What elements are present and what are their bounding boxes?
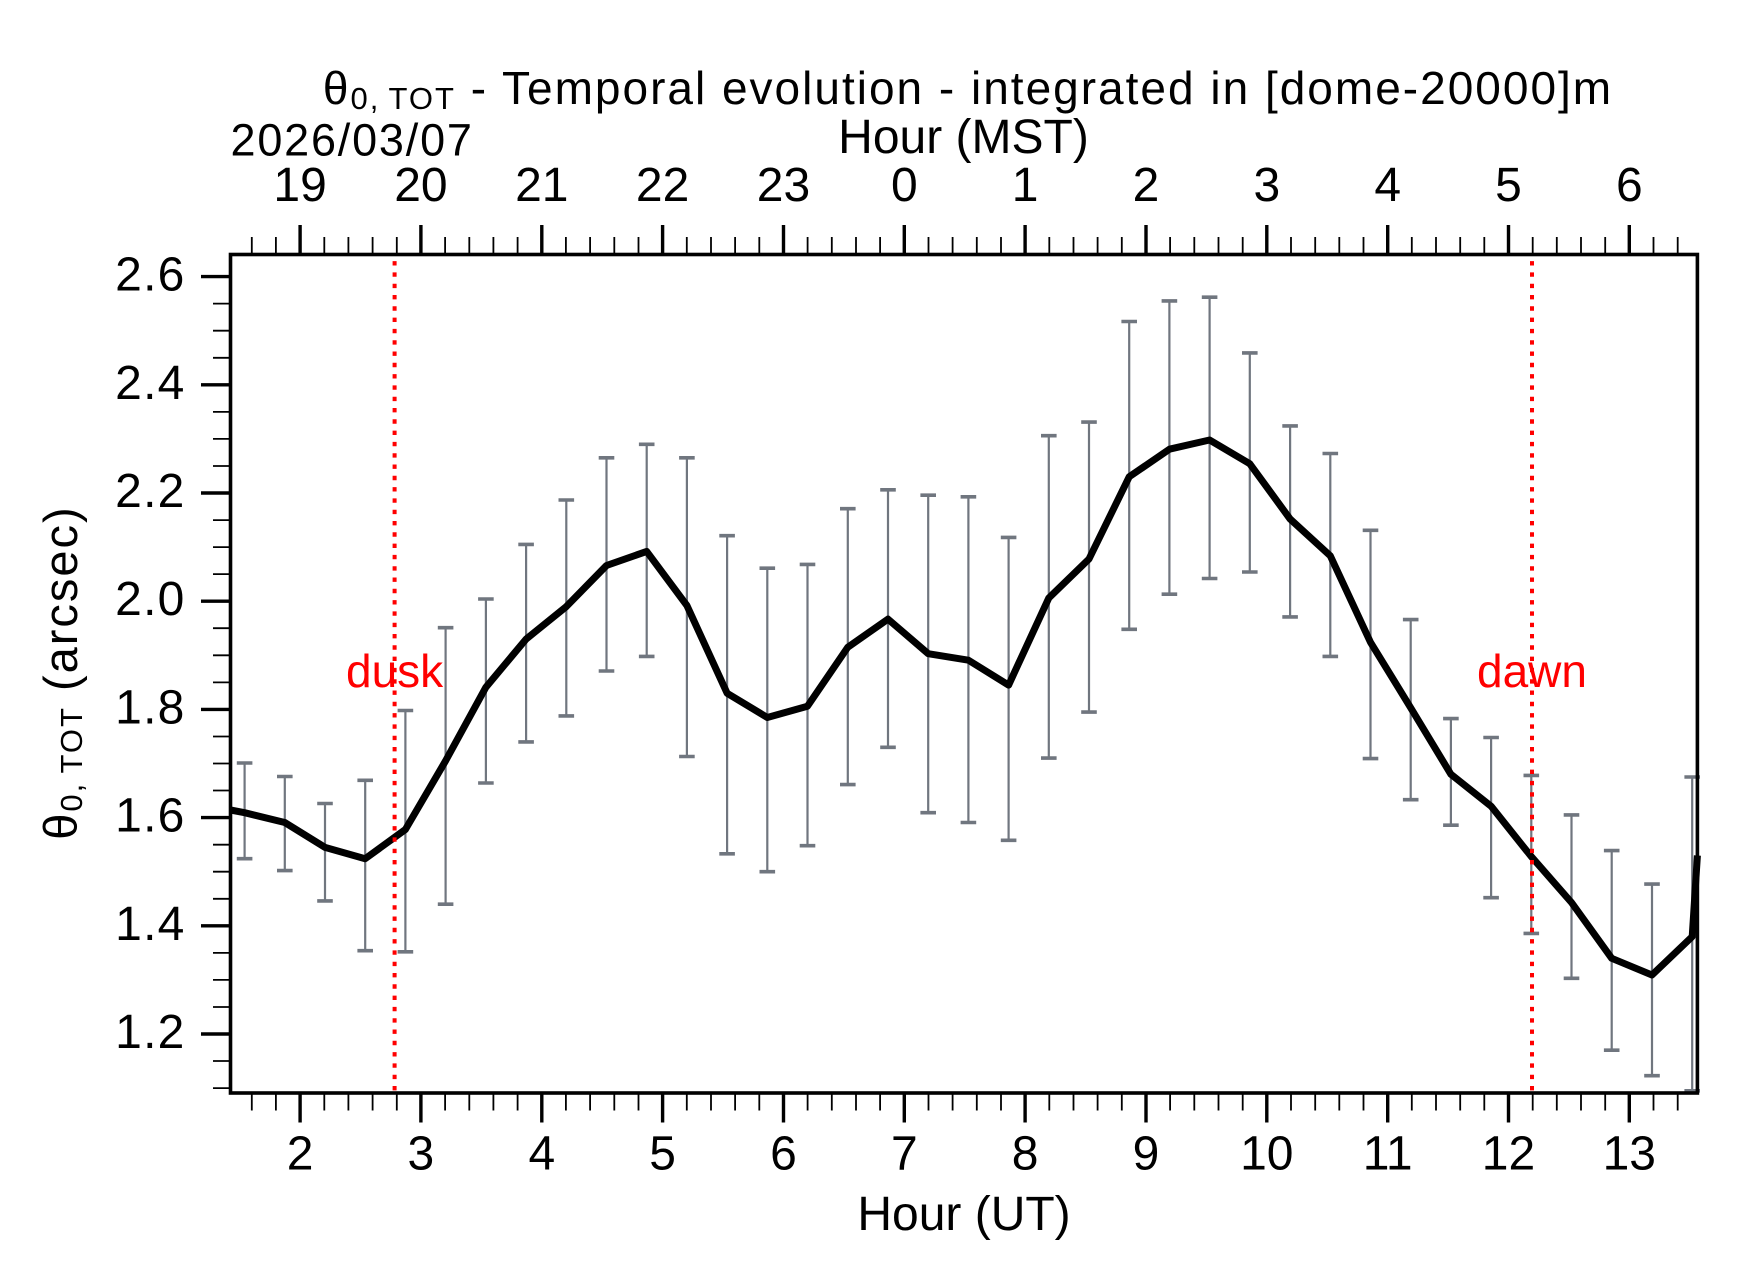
svg-text:4: 4 (1374, 159, 1401, 212)
svg-text:2.6: 2.6 (115, 249, 185, 302)
svg-text:dusk: dusk (346, 645, 444, 697)
svg-text:4: 4 (528, 1128, 555, 1181)
svg-text:1.4: 1.4 (115, 898, 185, 951)
svg-text:19: 19 (273, 159, 326, 212)
svg-text:6: 6 (1616, 159, 1643, 212)
svg-text:11: 11 (1363, 1128, 1413, 1181)
svg-text:1: 1 (1012, 159, 1039, 212)
svg-text:θ0, TOT - Temporal evolution -: θ0, TOT - Temporal evolution - integrate… (323, 62, 1613, 116)
svg-text:13: 13 (1603, 1128, 1656, 1181)
svg-text:21: 21 (515, 159, 568, 212)
svg-text:θ0, TOT (arcsec): θ0, TOT (arcsec) (34, 505, 89, 839)
svg-text:5: 5 (649, 1128, 676, 1181)
svg-text:12: 12 (1482, 1128, 1535, 1181)
svg-text:2: 2 (1133, 159, 1160, 212)
svg-text:2026/03/07: 2026/03/07 (231, 115, 474, 166)
svg-text:22: 22 (636, 159, 689, 212)
svg-text:7: 7 (891, 1128, 918, 1181)
svg-text:2.2: 2.2 (115, 465, 185, 518)
svg-text:6: 6 (770, 1128, 797, 1181)
svg-text:8: 8 (1012, 1128, 1039, 1181)
svg-text:10: 10 (1240, 1128, 1293, 1181)
svg-text:23: 23 (757, 159, 810, 212)
svg-text:Hour (MST): Hour (MST) (838, 111, 1089, 164)
svg-text:Hour (UT): Hour (UT) (857, 1188, 1070, 1241)
svg-text:9: 9 (1133, 1128, 1160, 1181)
svg-text:3: 3 (408, 1128, 435, 1181)
svg-text:20: 20 (394, 159, 447, 212)
svg-text:0: 0 (891, 159, 918, 212)
svg-text:3: 3 (1253, 159, 1280, 212)
svg-text:2: 2 (287, 1128, 314, 1181)
svg-text:1.8: 1.8 (115, 681, 185, 734)
svg-text:1.6: 1.6 (115, 790, 185, 843)
svg-text:dawn: dawn (1477, 645, 1587, 697)
svg-text:2.4: 2.4 (115, 357, 185, 410)
svg-text:2.0: 2.0 (115, 573, 185, 626)
svg-text:1.2: 1.2 (115, 1006, 185, 1059)
svg-text:5: 5 (1495, 159, 1522, 212)
